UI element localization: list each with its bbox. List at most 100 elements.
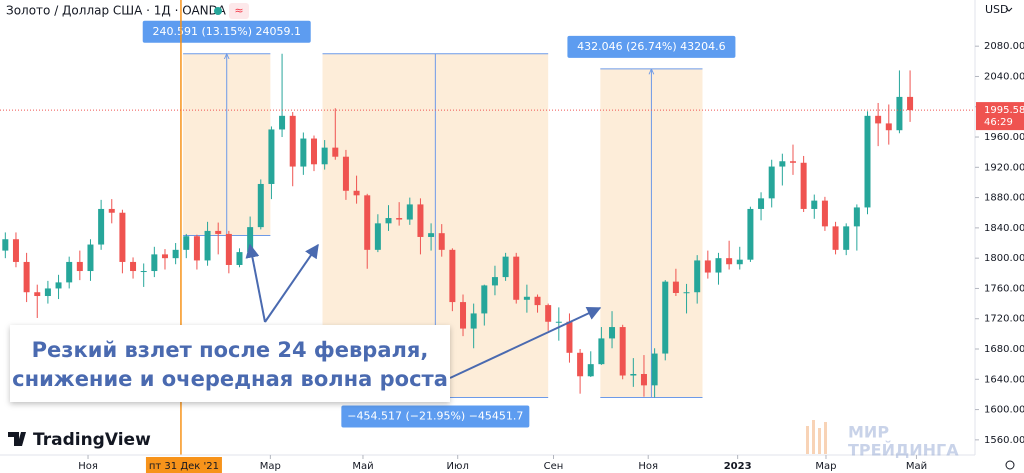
x-tick-label: Июл: [447, 461, 469, 472]
candle-body: [896, 96, 903, 131]
candle-body: [385, 218, 392, 224]
candle-body: [609, 327, 616, 339]
candle-body: [130, 261, 137, 272]
candle-body: [119, 212, 126, 262]
candle-body: [502, 256, 509, 278]
candle-body: [311, 138, 318, 165]
candle-body: [779, 161, 786, 167]
y-tick-label: 1640.000: [984, 374, 1024, 385]
candle-body: [44, 288, 51, 297]
x-tick-label: 2023: [724, 461, 752, 472]
last-price-bg: [976, 102, 1024, 131]
watermark-icon: [824, 422, 827, 454]
candle-body: [683, 292, 690, 294]
candle-body: [545, 305, 552, 322]
candle-body: [215, 230, 222, 234]
chart-title: Золото / Доллар США · 1Д · OANDA: [6, 4, 227, 18]
candle-body: [151, 254, 158, 272]
candle-body: [651, 353, 658, 386]
candle-body: [694, 260, 701, 293]
candle-body: [640, 373, 647, 386]
badge-icon: ≈: [234, 4, 243, 17]
x-tick-label: Ноя: [78, 461, 98, 472]
candle-body: [225, 233, 232, 265]
candle-body: [491, 277, 498, 286]
watermark-icon: [812, 420, 815, 454]
brand-logo: TradingView: [8, 430, 151, 450]
overlay-layer: 240.591 (13.15%) 24059.1 −454.517 (−21.95…: [0, 0, 975, 455]
candle-body: [140, 271, 147, 273]
candle-body: [66, 261, 73, 283]
y-tick-label: 1880.000: [984, 193, 1024, 204]
candle-body: [247, 227, 254, 253]
candle-body: [619, 327, 626, 376]
candle-body: [396, 218, 403, 220]
y-tick-label: 1560.000: [984, 435, 1024, 446]
candle-body: [864, 115, 871, 208]
watermark-icon: [818, 428, 821, 454]
candle-body: [321, 147, 328, 165]
y-tick-label: 2080.000: [984, 41, 1024, 52]
candle-body: [23, 261, 30, 293]
last-price-label: 1995.580: [984, 105, 1024, 116]
candle-body: [598, 338, 605, 365]
candle-body: [566, 321, 573, 353]
candle-body: [821, 200, 828, 227]
price-axis-bg: [975, 0, 1024, 473]
currency-caret[interactable]: [1005, 7, 1013, 12]
candle-body: [342, 156, 349, 191]
candle-body: [577, 352, 584, 377]
y-tick-label: 1920.000: [984, 162, 1024, 173]
candle-body: [204, 230, 211, 261]
settings-icon[interactable]: [1005, 460, 1015, 470]
candle-body: [98, 208, 105, 245]
x-tick-label: Ноя: [638, 461, 658, 472]
candle-body: [768, 166, 775, 199]
candle-body: [161, 254, 168, 259]
candle-body: [417, 204, 424, 237]
candle-body: [853, 207, 860, 227]
watermark-icon: [806, 426, 809, 454]
badge: [229, 3, 249, 19]
candle-body: [907, 96, 914, 111]
currency: USD: [985, 3, 1009, 16]
measure-label: 432.046 (26.74%) 43204.6: [577, 40, 726, 53]
logo-mark: [8, 432, 26, 446]
candle-body: [236, 252, 243, 265]
candle-body: [353, 190, 360, 196]
measure-label: −454.517 (−21.95%) −45451.7: [347, 409, 523, 422]
callout-text: Резкий взлет после 24 февраля,: [32, 338, 429, 362]
measure-label: 240.591 (13.15%) 24059.1: [152, 25, 301, 38]
x-tick-label: Мар: [815, 461, 836, 472]
candle-body: [811, 200, 818, 209]
candle-body: [758, 198, 765, 209]
measure-label-bg: [341, 405, 530, 428]
candle-body: [12, 239, 19, 262]
callout-text: снижение и очередная волна роста: [12, 367, 448, 391]
candle-body: [587, 364, 594, 377]
candle-body: [428, 233, 435, 237]
y-tick-label: 1680.000: [984, 344, 1024, 355]
candle-body: [736, 259, 743, 265]
candle-body: [279, 115, 286, 130]
watermark-text: ТРЕЙДИНГА: [848, 441, 959, 460]
candle-body: [523, 296, 530, 300]
candle-body: [193, 236, 200, 261]
x-tick-label: Май: [352, 461, 373, 472]
callout-box: [10, 325, 450, 402]
candle-body: [76, 261, 83, 272]
candle-body: [268, 129, 275, 184]
candle-body: [374, 223, 381, 250]
candle-body: [34, 292, 41, 297]
measure-layer: [183, 54, 703, 398]
y-tick-label: 1760.000: [984, 283, 1024, 294]
candle-body: [183, 236, 190, 250]
watermark: МИР ТРЕЙДИНГА: [806, 420, 959, 460]
candle-body: [832, 226, 839, 250]
candle-body: [789, 161, 796, 163]
y-tick-label: 1720.000: [984, 314, 1024, 325]
candle-body: [470, 313, 477, 329]
candle-body: [2, 239, 9, 251]
